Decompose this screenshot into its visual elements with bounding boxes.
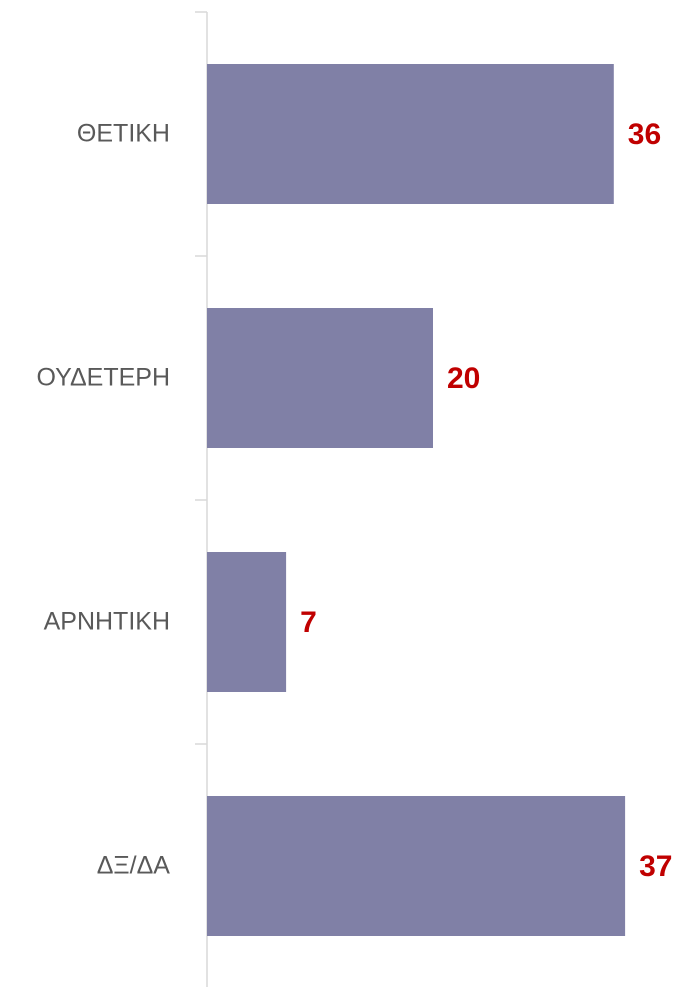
- value-label: 37: [639, 850, 672, 883]
- category-label: ΘΕΤΙΚΗ: [77, 120, 170, 148]
- category-label: ΑΡΝΗΤΙΚΗ: [44, 608, 170, 636]
- bar: [207, 64, 614, 204]
- bar: [207, 308, 433, 448]
- value-label: 7: [300, 606, 317, 639]
- category-label: ΟΥΔΕΤΕΡΗ: [36, 364, 170, 392]
- bar: [207, 796, 626, 936]
- bar: [207, 552, 287, 692]
- value-label: 20: [447, 362, 480, 395]
- category-label: ΔΞ/ΔΑ: [97, 852, 171, 880]
- value-label: 36: [628, 118, 661, 151]
